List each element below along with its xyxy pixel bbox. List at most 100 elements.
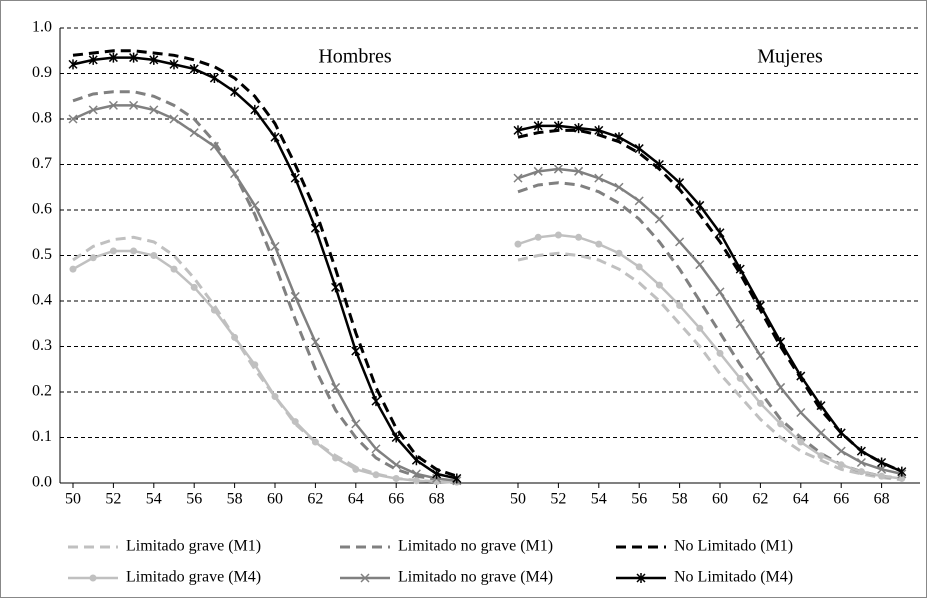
marker <box>169 59 179 70</box>
y-tick-label: 0.3 <box>32 337 52 354</box>
marker <box>68 114 78 124</box>
marker <box>574 166 584 176</box>
marker <box>310 223 320 234</box>
marker <box>735 319 745 329</box>
legend-label: Limitado no grave (M1) <box>398 538 553 555</box>
x-tick-label: 64 <box>793 491 809 508</box>
marker <box>271 393 279 401</box>
legend-marker <box>89 574 97 582</box>
x-tick-label: 58 <box>672 491 688 508</box>
marker <box>878 472 886 480</box>
marker <box>715 287 725 297</box>
series-line <box>517 251 902 482</box>
marker <box>169 114 179 124</box>
marker <box>149 54 159 65</box>
x-tick-label: 66 <box>833 491 849 508</box>
marker <box>856 446 866 457</box>
y-tick-label: 0.7 <box>32 155 52 172</box>
marker <box>130 247 138 255</box>
marker <box>836 446 846 456</box>
x-tick-label: 50 <box>510 491 526 508</box>
marker <box>897 466 907 477</box>
marker <box>777 420 785 428</box>
marker <box>331 282 341 293</box>
y-tick-label: 1.0 <box>32 19 52 36</box>
marker <box>129 100 139 110</box>
series-line <box>517 233 902 480</box>
marker <box>654 214 664 224</box>
x-tick-label: 62 <box>307 491 323 508</box>
marker <box>675 177 685 188</box>
marker <box>533 120 543 131</box>
marker <box>230 86 240 97</box>
marker <box>310 337 320 347</box>
marker <box>655 281 663 289</box>
legend-label: Limitado grave (M1) <box>126 538 261 555</box>
marker <box>533 166 543 176</box>
marker <box>796 407 806 418</box>
marker <box>352 465 360 473</box>
marker <box>755 300 765 311</box>
legend-marker <box>360 573 370 583</box>
marker <box>877 464 887 474</box>
marker <box>189 63 199 74</box>
x-tick-label: 52 <box>105 491 121 508</box>
x-tick-label: 68 <box>429 491 445 508</box>
legend-marker <box>636 573 646 583</box>
x-tick-label: 62 <box>752 491 768 508</box>
panel-title: Hombres <box>318 46 392 68</box>
marker <box>88 54 98 65</box>
x-tick-label: 56 <box>631 491 647 508</box>
marker <box>756 399 764 407</box>
marker <box>189 128 199 138</box>
marker <box>149 105 159 115</box>
series-line <box>517 124 903 473</box>
y-tick-label: 0.0 <box>32 474 52 491</box>
x-tick-label: 66 <box>388 491 404 508</box>
marker <box>716 349 724 357</box>
marker <box>231 333 239 341</box>
marker <box>210 306 218 314</box>
marker <box>452 473 462 484</box>
marker <box>877 457 887 468</box>
marker <box>594 173 604 183</box>
marker <box>251 361 259 369</box>
marker <box>411 455 421 466</box>
marker <box>553 164 563 174</box>
marker <box>837 461 845 469</box>
y-tick-label: 0.2 <box>32 383 52 400</box>
legend-label: No Limitado (M4) <box>674 569 793 586</box>
legend-label: No Limitado (M1) <box>674 538 793 555</box>
marker <box>129 52 139 63</box>
marker <box>351 419 361 429</box>
marker <box>514 240 522 248</box>
marker <box>676 302 684 310</box>
marker <box>776 382 786 392</box>
y-tick-label: 0.6 <box>32 201 52 218</box>
marker <box>170 265 178 273</box>
marker <box>372 471 380 479</box>
marker <box>816 428 826 438</box>
marker <box>332 454 340 462</box>
legend-label: Limitado no grave (M4) <box>398 569 553 586</box>
x-tick-label: 58 <box>227 491 243 508</box>
marker <box>250 104 260 115</box>
marker <box>715 227 725 238</box>
marker <box>554 231 562 239</box>
marker <box>331 382 341 392</box>
marker <box>290 173 300 184</box>
marker <box>553 120 563 131</box>
y-tick-label: 0.8 <box>32 110 52 127</box>
marker <box>371 444 381 454</box>
marker <box>575 233 583 241</box>
marker <box>88 105 98 115</box>
marker <box>108 100 118 110</box>
marker <box>776 336 786 347</box>
marker <box>695 200 705 211</box>
legend-label: Limitado grave (M4) <box>126 569 261 586</box>
marker <box>432 468 442 479</box>
marker <box>817 452 825 460</box>
marker <box>856 457 866 468</box>
series-line <box>72 56 458 480</box>
